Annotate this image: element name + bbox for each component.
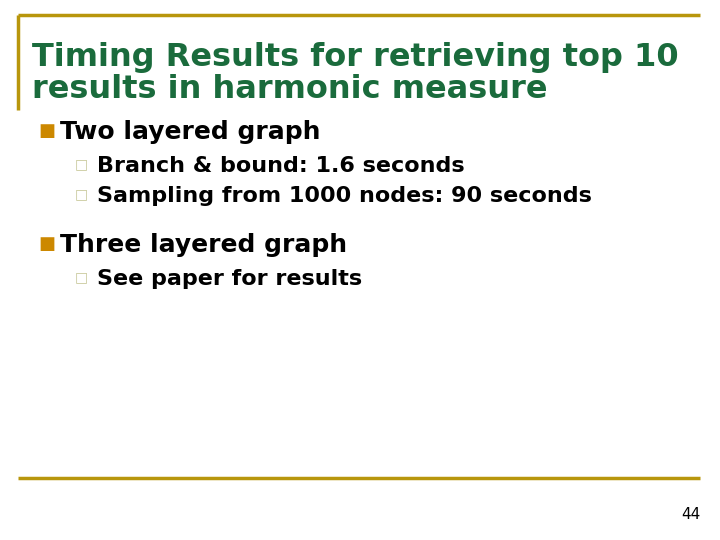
Text: □: □ [75,270,88,284]
Text: Two layered graph: Two layered graph [60,120,320,144]
Text: Timing Results for retrieving top 10: Timing Results for retrieving top 10 [32,42,679,73]
Text: results in harmonic measure: results in harmonic measure [32,74,547,105]
Text: □: □ [75,187,88,201]
Text: See paper for results: See paper for results [97,269,362,289]
Text: ■: ■ [38,122,55,140]
Text: ■: ■ [38,235,55,253]
Text: Three layered graph: Three layered graph [60,233,347,257]
Text: 44: 44 [680,507,700,522]
Text: □: □ [75,157,88,171]
Text: Branch & bound: 1.6 seconds: Branch & bound: 1.6 seconds [97,156,464,176]
Text: Sampling from 1000 nodes: 90 seconds: Sampling from 1000 nodes: 90 seconds [97,186,592,206]
